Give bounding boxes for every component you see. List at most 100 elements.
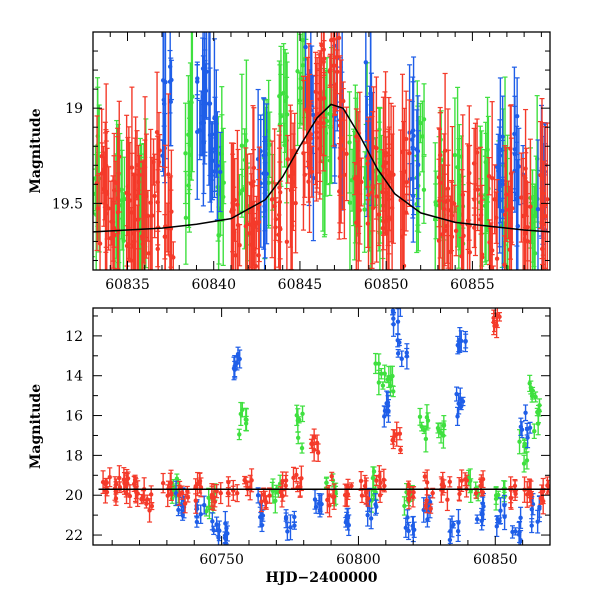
data-point: [497, 314, 502, 320]
data-point: [204, 508, 209, 514]
data-point: [456, 344, 461, 349]
data-point: [133, 194, 138, 199]
data-point: [168, 99, 173, 105]
data-point: [233, 253, 238, 258]
data-point: [441, 423, 447, 428]
data-point: [539, 176, 545, 181]
y-tick-label: 20: [65, 488, 83, 504]
data-point: [231, 366, 237, 371]
data-point: [530, 392, 535, 398]
data-point: [358, 478, 364, 484]
data-point: [374, 145, 379, 151]
data-point: [421, 187, 427, 192]
data-point: [379, 371, 384, 376]
data-point: [176, 507, 181, 513]
data-point: [303, 44, 308, 50]
data-point: [209, 495, 215, 500]
y-tick-label: 12: [65, 329, 83, 345]
data-point: [282, 142, 287, 148]
data-point: [482, 203, 488, 208]
data-point: [533, 394, 538, 400]
plot-area: [93, 32, 550, 277]
data-point: [433, 199, 438, 205]
data-point: [254, 220, 259, 225]
data-point: [124, 190, 129, 196]
data-point: [295, 418, 301, 423]
data-point: [328, 67, 333, 72]
data-point: [136, 217, 141, 222]
data-point: [513, 529, 518, 534]
data-point: [141, 494, 146, 499]
data-point: [398, 302, 402, 306]
data-point: [473, 491, 479, 496]
data-point: [532, 251, 538, 256]
data-point: [514, 114, 520, 119]
data-point: [314, 135, 319, 141]
data-point: [535, 519, 540, 524]
data-point: [197, 478, 203, 484]
data-point: [169, 491, 174, 496]
data-point: [195, 76, 200, 81]
data-point: [515, 223, 521, 229]
data-point: [463, 477, 468, 482]
data-point: [374, 504, 379, 509]
data-point: [93, 191, 96, 197]
data-point: [217, 169, 223, 175]
data-point: [285, 529, 290, 534]
data-point: [154, 129, 160, 135]
data-point: [397, 431, 403, 436]
data-point: [376, 361, 382, 366]
data-point: [276, 212, 282, 218]
data-point: [285, 157, 290, 162]
data-point: [525, 492, 530, 497]
data-point: [239, 143, 245, 148]
data-point: [343, 520, 349, 525]
data-point: [406, 528, 411, 534]
data-point: [512, 131, 517, 137]
data-point: [441, 484, 447, 489]
data-point: [528, 204, 533, 209]
data-point: [362, 207, 367, 212]
data-point: [290, 180, 296, 185]
data-point: [174, 476, 180, 481]
data-point: [345, 514, 351, 519]
data-point: [525, 239, 530, 244]
data-point: [494, 164, 500, 170]
data-point: [309, 74, 314, 79]
data-point: [398, 447, 403, 453]
data-point: [115, 196, 120, 201]
data-point: [388, 170, 394, 175]
data-point: [313, 504, 319, 510]
data-point: [311, 447, 317, 453]
data-point: [157, 148, 162, 153]
data-point: [331, 63, 336, 68]
data-point: [185, 488, 190, 494]
data-point: [283, 514, 289, 520]
data-point: [354, 220, 359, 225]
data-point: [406, 482, 411, 487]
data-point: [498, 508, 503, 513]
data-point: [447, 537, 453, 543]
data-point: [370, 185, 375, 190]
data-point: [345, 492, 351, 497]
data-point: [137, 172, 142, 178]
data-point: [135, 270, 139, 274]
data-point: [252, 273, 256, 277]
data-point: [404, 179, 409, 185]
data-point: [395, 351, 401, 356]
data-point: [374, 478, 379, 483]
series-r: [94, 32, 550, 277]
data-point: [445, 186, 451, 191]
data-point: [390, 438, 395, 443]
data-point: [473, 187, 478, 192]
data-point: [363, 60, 369, 65]
data-point: [493, 493, 499, 498]
data-point: [297, 98, 303, 103]
data-point: [502, 262, 507, 267]
data-point: [494, 524, 499, 529]
data-point: [436, 238, 442, 243]
plot-frame: [92, 307, 551, 546]
data-point: [357, 207, 362, 213]
data-point: [234, 490, 240, 496]
data-point: [494, 323, 499, 328]
